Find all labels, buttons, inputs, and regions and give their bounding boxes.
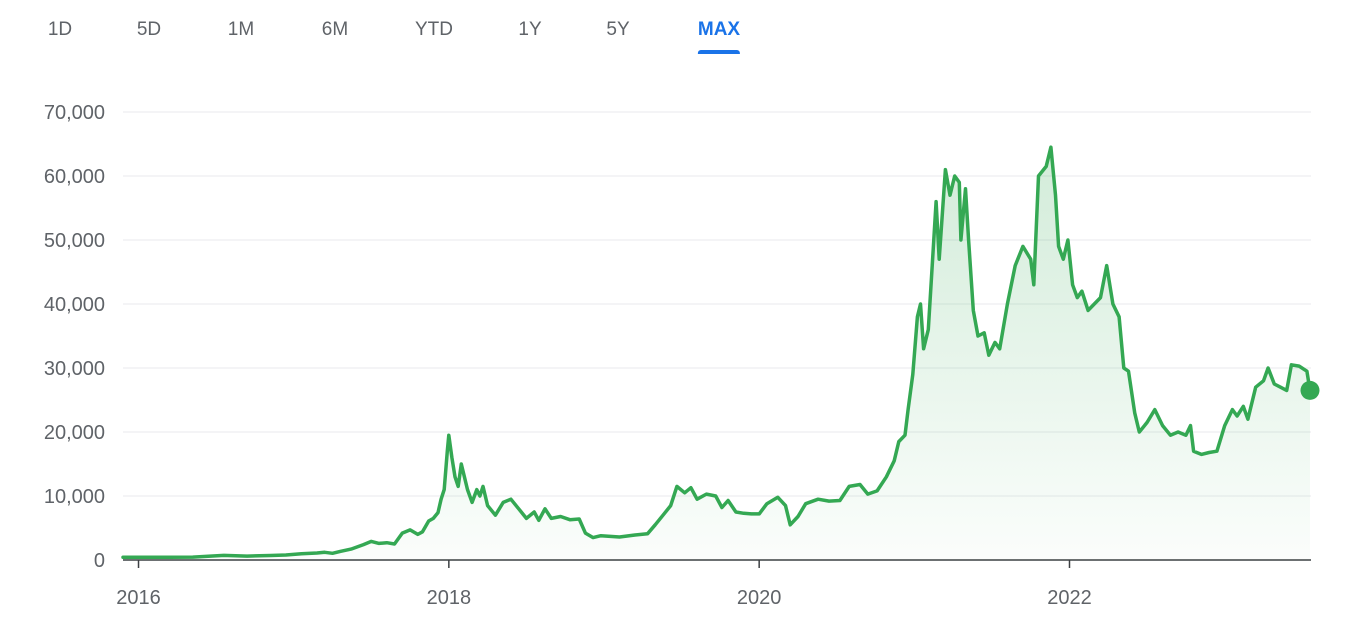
- x-tick-label: 2018: [427, 587, 472, 609]
- y-tick-label: 40,000: [44, 294, 105, 316]
- y-tick-label: 50,000: [44, 230, 105, 252]
- y-tick-label: 30,000: [44, 358, 105, 380]
- tab-5y[interactable]: 5Y: [606, 19, 629, 59]
- tab-1y[interactable]: 1Y: [518, 19, 541, 59]
- range-tabs: 1D 5D 1M 6M YTD 1Y 5Y MAX: [0, 0, 1354, 60]
- y-tick-label: 70,000: [44, 102, 105, 124]
- tab-label: 6M: [321, 19, 349, 40]
- tab-1d[interactable]: 1D: [48, 19, 72, 59]
- x-tick-label: 2016: [116, 587, 161, 609]
- tab-label: YTD: [415, 19, 453, 40]
- y-tick-label: 0: [94, 550, 105, 572]
- tab-ytd[interactable]: YTD: [415, 19, 453, 59]
- y-tick-label: 20,000: [44, 422, 105, 444]
- x-tick-label: 2020: [737, 587, 782, 609]
- x-axis: 2016 2018 2020 2022: [116, 559, 1311, 609]
- y-axis-ticks: 0 10,000 20,000 30,000 40,000 50,000 60,000 70,…: [44, 102, 105, 572]
- tab-5d[interactable]: 5D: [137, 19, 161, 59]
- current-price-marker: [1300, 380, 1320, 400]
- active-tab-indicator: [697, 50, 741, 54]
- y-tick-label: 60,000: [44, 166, 105, 188]
- y-tick-label: 10,000: [44, 486, 105, 508]
- tab-label: MAX: [697, 19, 741, 40]
- tab-label: 1D: [47, 19, 73, 40]
- x-tick-label: 2022: [1047, 587, 1092, 609]
- tab-label: 5D: [136, 19, 162, 40]
- price-line-series: [121, 145, 1312, 560]
- tab-label: 5Y: [606, 19, 630, 40]
- tab-1m[interactable]: 1M: [228, 19, 254, 59]
- tab-label: 1Y: [518, 19, 542, 40]
- tab-label: 1M: [227, 19, 255, 40]
- tab-6m[interactable]: 6M: [322, 19, 348, 59]
- tab-max[interactable]: MAX: [697, 19, 741, 59]
- price-area-fill: [123, 147, 1310, 560]
